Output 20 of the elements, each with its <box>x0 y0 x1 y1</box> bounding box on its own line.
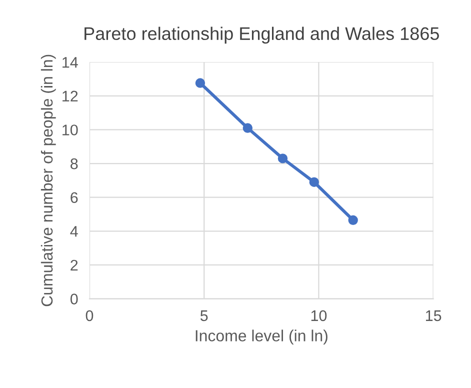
y-tick-label: 12 <box>62 90 78 102</box>
y-tick-label: 2 <box>70 260 78 270</box>
y-tick-label: 14 <box>62 57 78 68</box>
x-tick-label: 10 <box>311 310 327 322</box>
y-tick-label: 6 <box>70 192 78 204</box>
y-tick-label: 4 <box>70 226 78 237</box>
point <box>195 78 206 88</box>
x-tick-label: 5 <box>200 310 208 322</box>
y-tick-label: 10 <box>62 124 78 136</box>
point <box>242 123 253 133</box>
point <box>348 215 358 226</box>
x-axis-title: Income level (in ln) <box>196 330 328 345</box>
y-axis-title: Cumulative number of people (in ln) <box>40 54 56 306</box>
y-tick-label: 8 <box>70 158 78 170</box>
point <box>278 154 288 164</box>
x-tick-label: 0 <box>86 310 94 322</box>
x-tick-label: 15 <box>426 310 442 322</box>
chart-title: Pareto relationship England and Wales 1865 <box>84 26 439 44</box>
point <box>309 177 319 187</box>
y-tick-label: 0 <box>70 294 78 304</box>
